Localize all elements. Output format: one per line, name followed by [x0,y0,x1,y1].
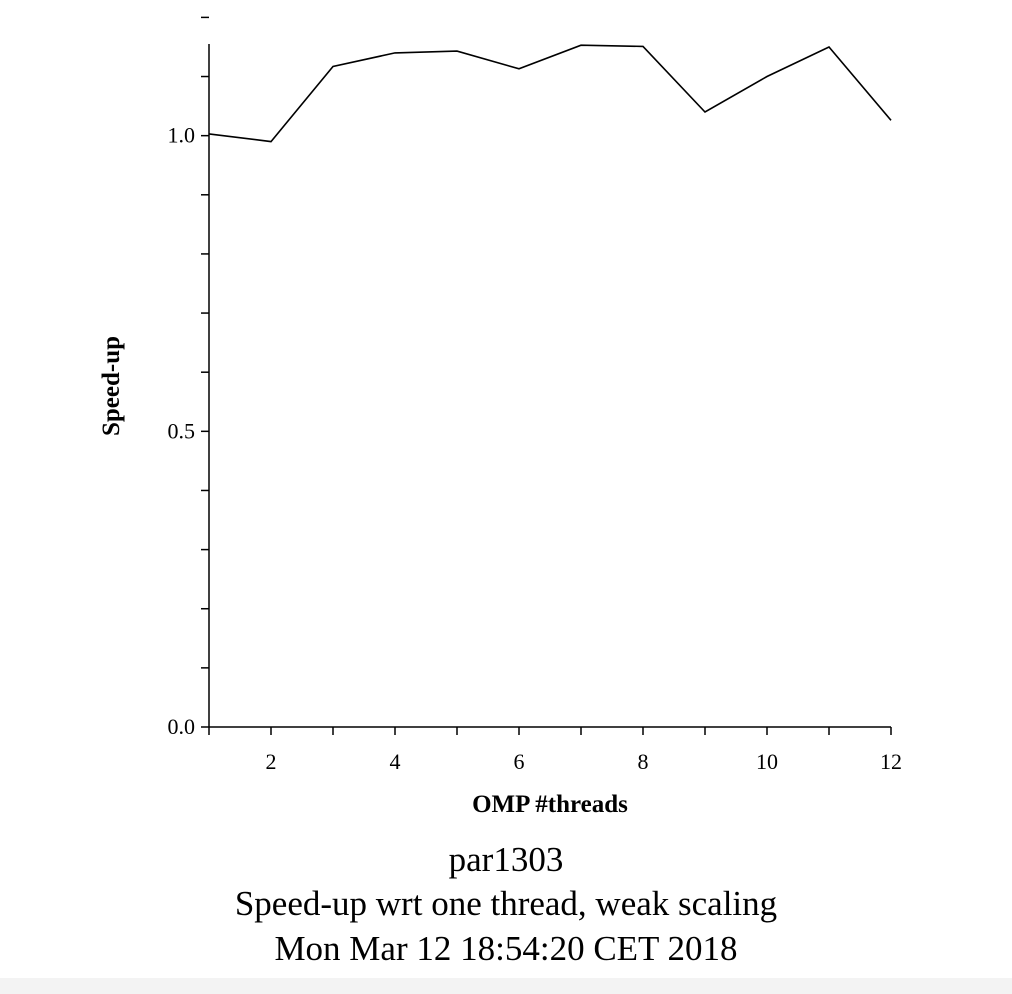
y-ticks: 0.0 0.5 1.0 [168,16,209,739]
x-ticks: 2 4 6 8 10 12 [208,727,902,774]
x-tick-label: 6 [514,749,525,774]
x-axis-label: OMP #threads [472,791,628,818]
y-axis-label: Speed-up [98,336,125,436]
y-tick-label: 0.0 [168,714,196,739]
x-tick-label: 8 [638,749,649,774]
bottom-strip [0,978,1012,994]
x-tick-label: 12 [880,749,902,774]
x-tick-label: 10 [756,749,778,774]
chart-caption-description: Speed-up wrt one thread, weak scaling [234,884,778,923]
x-tick-label: 2 [266,749,277,774]
chart-caption-timestamp: Mon Mar 12 18:54:20 CET 2018 [274,929,738,968]
chart-caption-name: par1303 [448,840,564,879]
y-tick-label: 0.5 [168,418,196,443]
x-tick-label: 4 [390,749,401,774]
y-tick-label: 1.0 [168,123,196,148]
series-line [208,44,892,143]
